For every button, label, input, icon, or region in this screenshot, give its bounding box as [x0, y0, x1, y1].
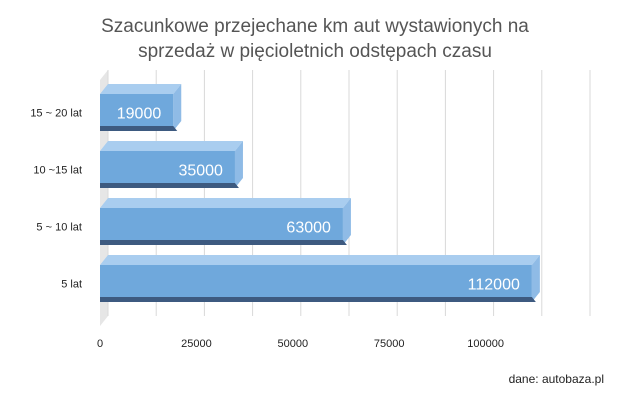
data-label: 35000	[178, 163, 223, 180]
bar	[100, 255, 540, 302]
x-tick-label: 0	[97, 338, 103, 350]
bar-side-face	[173, 84, 182, 131]
category-label: 10 ~15 lat	[33, 165, 82, 177]
category-label: 5 lat	[61, 279, 82, 291]
bar-side-face	[234, 141, 243, 188]
bar-side-face	[342, 198, 351, 245]
bar-bottom-face	[100, 297, 536, 302]
x-tick-label: 100000	[467, 338, 504, 350]
category-label: 15 ~ 20 lat	[30, 108, 82, 120]
bar-bottom-face	[100, 240, 347, 245]
x-tick-label: 75000	[374, 338, 405, 350]
chart-title-line-2: sprzedaż w pięcioletnich odstępach czasu	[138, 41, 492, 62]
bar-top-face	[100, 84, 182, 94]
chart-title-line-1: Szacunkowe przejechane km aut wystawiony…	[101, 16, 529, 37]
source-note: dane: autobaza.pl	[508, 372, 604, 386]
bar	[100, 141, 243, 188]
category-label: 5 ~ 10 lat	[36, 222, 82, 234]
bar-top-face	[100, 255, 540, 265]
bar-front-face	[100, 208, 343, 245]
bar-front-face	[100, 265, 532, 302]
bar-side-face	[531, 255, 540, 302]
bar-bottom-face	[100, 183, 239, 188]
x-tick-label: 25000	[181, 338, 212, 350]
data-label: 63000	[286, 220, 331, 237]
bar-bottom-face	[100, 126, 178, 131]
data-label: 19000	[117, 106, 162, 123]
bar	[100, 84, 182, 131]
bar-top-face	[100, 141, 243, 151]
x-tick-label: 50000	[278, 338, 309, 350]
bar-front-face	[100, 151, 235, 188]
bar-top-face	[100, 198, 351, 208]
data-label: 112000	[468, 277, 520, 294]
chart-title: Szacunkowe przejechane km aut wystawiony…	[0, 14, 630, 64]
bar	[100, 198, 351, 245]
bar-front-face	[100, 94, 174, 131]
